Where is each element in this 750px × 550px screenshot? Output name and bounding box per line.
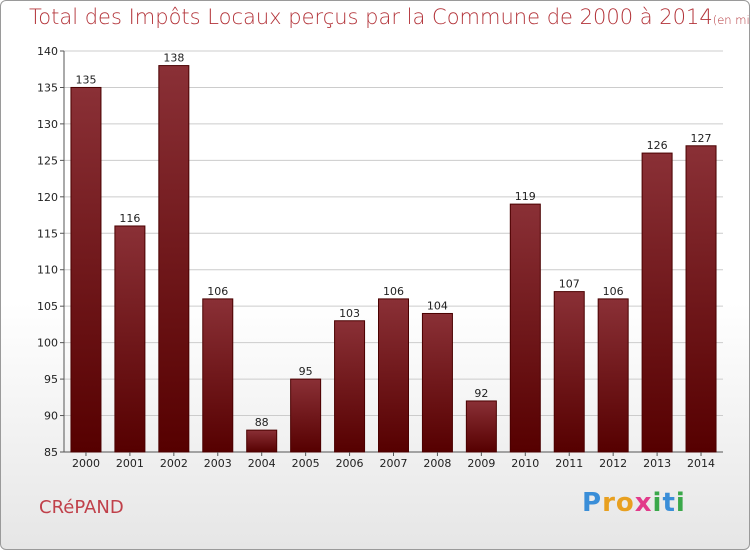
logo-letter: P xyxy=(582,488,603,518)
data-label: 106 xyxy=(383,285,404,298)
x-tick-label: 2002 xyxy=(160,457,188,470)
y-tick-label: 120 xyxy=(37,191,58,204)
chart-title: Total des Impôts Locaux perçus par la Co… xyxy=(29,5,750,29)
bar xyxy=(465,400,497,453)
bar xyxy=(202,298,234,453)
x-tick-label: 2003 xyxy=(204,457,232,470)
x-tick-label: 2007 xyxy=(380,457,408,470)
y-tick-label: 140 xyxy=(37,45,58,58)
x-tick-label: 2013 xyxy=(643,457,671,470)
logo-letter: x xyxy=(634,488,653,518)
bar xyxy=(114,225,146,453)
data-label: 116 xyxy=(119,212,140,225)
x-tick-label: 2010 xyxy=(511,457,539,470)
chart-unit: (en milliers d'€) xyxy=(712,13,750,27)
commune-name: CRéPAND xyxy=(39,497,124,518)
y-tick-label: 95 xyxy=(44,373,58,386)
x-tick-label: 2011 xyxy=(555,457,583,470)
data-label: 138 xyxy=(163,52,184,65)
data-label: 126 xyxy=(647,139,668,152)
y-tick-label: 90 xyxy=(44,410,58,423)
chart-title-text: Total des Impôts Locaux perçus par la Co… xyxy=(29,5,713,29)
x-tick-label: 2014 xyxy=(687,457,715,470)
y-tick-label: 130 xyxy=(37,118,58,131)
bar xyxy=(378,298,409,453)
x-tick-label: 2008 xyxy=(423,457,451,470)
bar xyxy=(597,298,629,453)
bar xyxy=(685,145,717,453)
data-label: 95 xyxy=(299,365,313,378)
data-label: 106 xyxy=(603,285,624,298)
data-label: 88 xyxy=(255,416,269,429)
data-label: 103 xyxy=(339,307,360,320)
x-tick-label: 2012 xyxy=(599,457,627,470)
data-label: 127 xyxy=(691,132,712,145)
y-tick-label: 110 xyxy=(37,264,58,277)
bar xyxy=(553,291,585,453)
x-tick-label: 2005 xyxy=(292,457,320,470)
data-label: 92 xyxy=(474,387,488,400)
y-tick-label: 105 xyxy=(37,300,58,313)
y-tick-label: 125 xyxy=(37,154,58,167)
bar xyxy=(246,429,278,453)
x-tick-label: 2004 xyxy=(248,457,276,470)
bar xyxy=(290,378,322,453)
x-tick-label: 2000 xyxy=(72,457,100,470)
data-label: 135 xyxy=(75,73,96,86)
x-tick-label: 2001 xyxy=(116,457,144,470)
data-label: 106 xyxy=(207,285,228,298)
bar xyxy=(641,152,673,453)
bar xyxy=(509,203,541,453)
proxiti-logo: Proxiti xyxy=(582,488,686,518)
y-tick-label: 85 xyxy=(44,446,58,459)
bar xyxy=(334,320,366,453)
bar xyxy=(158,65,190,453)
bar xyxy=(70,86,102,453)
data-label: 104 xyxy=(427,299,448,312)
bar xyxy=(421,312,453,453)
logo-letter: r xyxy=(602,488,616,518)
x-tick-label: 2006 xyxy=(336,457,364,470)
logo-letter: i xyxy=(652,488,663,518)
x-tick-label: 2009 xyxy=(467,457,495,470)
data-label: 119 xyxy=(515,190,536,203)
y-tick-label: 115 xyxy=(37,227,58,240)
y-tick-label: 100 xyxy=(37,337,58,350)
logo-letter: i xyxy=(675,488,686,518)
y-tick-label: 135 xyxy=(37,81,58,94)
logo-letter: t xyxy=(662,488,676,518)
data-label: 107 xyxy=(559,278,580,291)
logo-letter: o xyxy=(615,488,635,518)
